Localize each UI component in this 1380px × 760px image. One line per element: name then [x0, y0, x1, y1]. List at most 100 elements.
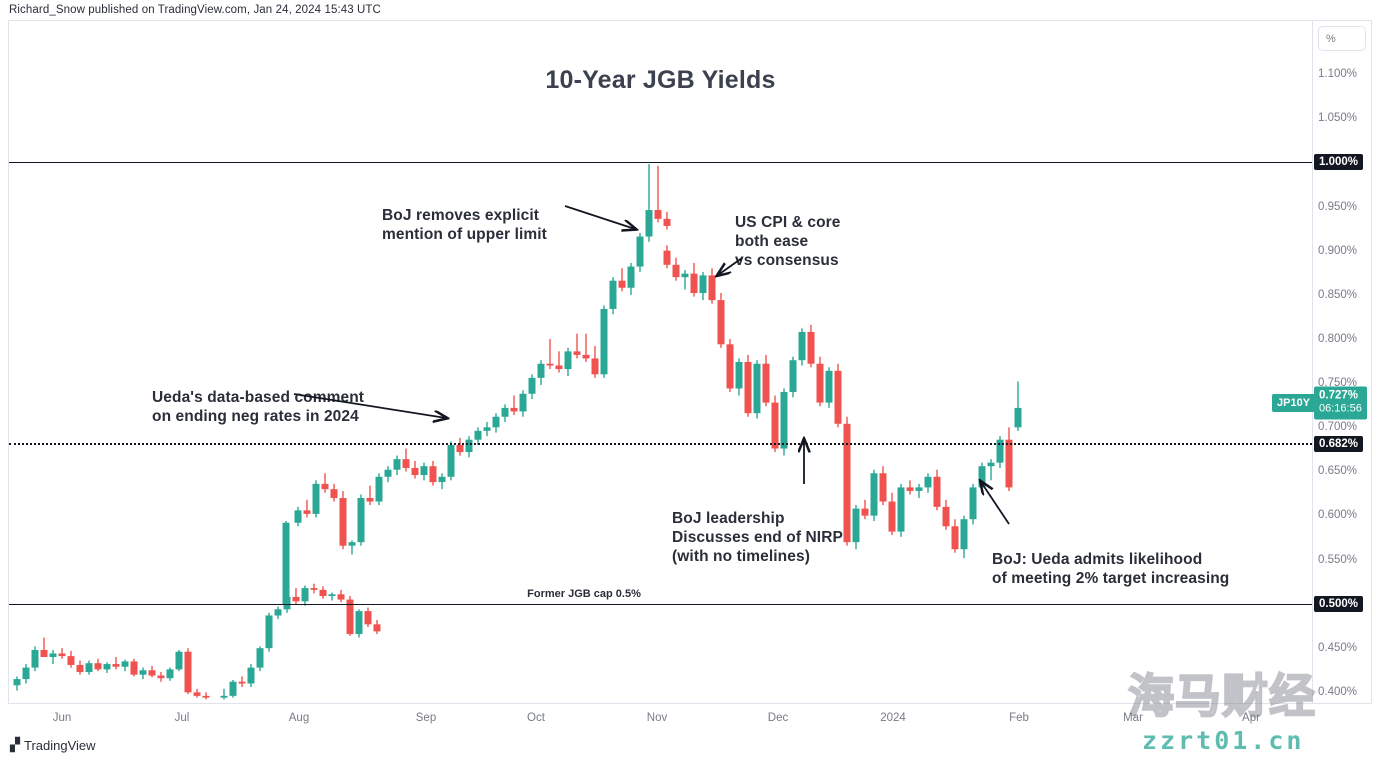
candlestick [121, 659, 129, 672]
candlestick [537, 360, 545, 385]
candlestick [996, 436, 1004, 468]
candlestick [13, 676, 21, 691]
candlestick [247, 664, 255, 688]
candlestick [726, 339, 734, 392]
time-tick-label: Dec [767, 712, 789, 724]
time-tick-label: Jun [52, 712, 72, 724]
time-tick-label: Feb [1009, 712, 1029, 724]
candlestick [294, 506, 302, 527]
candlestick [274, 606, 282, 620]
candlestick [636, 233, 644, 272]
candlestick [609, 277, 617, 315]
candlestick [346, 596, 354, 636]
candlestick [483, 422, 491, 437]
candlestick [573, 333, 581, 359]
candlestick [600, 305, 608, 378]
price-tick: 0.600% [1318, 509, 1358, 521]
time-tick-label: Sep [415, 712, 437, 724]
candlestick [843, 416, 851, 546]
price-tick: 0.550% [1318, 554, 1358, 566]
chart-annotation[interactable]: Ueda's data-based comment on ending neg … [152, 389, 365, 425]
candlestick [40, 637, 48, 657]
candlestick [861, 499, 869, 520]
candlestick [555, 351, 563, 373]
candlestick [265, 612, 273, 652]
candlestick [301, 585, 309, 606]
candlestick [492, 413, 500, 433]
candlestick [402, 448, 410, 472]
chart-annotation[interactable]: BoJ leadership Discusses end of NIRP (wi… [672, 510, 843, 565]
candlestick [879, 466, 887, 506]
last-price-badge[interactable]: 0.727% 06:16:56 [1314, 386, 1367, 420]
candlestick [735, 358, 743, 396]
candlestick [987, 459, 995, 481]
candlestick [67, 650, 75, 668]
candlestick [348, 540, 356, 555]
candlestick [94, 658, 102, 672]
candlestick [256, 646, 264, 672]
publisher-text: Richard_Snow published on TradingView.co… [9, 4, 381, 16]
candlestick [202, 692, 210, 700]
candlestick [627, 263, 635, 295]
price-tick: 0.900% [1318, 245, 1358, 257]
candlestick [420, 462, 428, 481]
candlestick [618, 268, 626, 292]
tradingview-mark-icon: ▞ [10, 737, 20, 752]
time-scale[interactable]: Jun Jul Aug Sep Oct Nov Dec 2024 Feb Mar Apr [9, 703, 1372, 735]
candlestick [906, 480, 914, 495]
candlestick [708, 268, 716, 304]
candlestick [148, 665, 156, 678]
candlestick [166, 667, 174, 681]
candlestick [282, 520, 290, 607]
time-tick-label: Oct [527, 712, 545, 724]
candlestick [373, 619, 381, 635]
chart-plot-area[interactable]: 10-Year JGB Yields Former JGB cap 0.5% U… [9, 21, 1312, 703]
chart-annotation[interactable]: BoJ removes explicit mention of upper li… [382, 207, 547, 243]
candlestick [139, 667, 147, 680]
reference-line[interactable] [9, 604, 1312, 605]
price-tick: 0.400% [1318, 686, 1358, 698]
chart-title: 10-Year JGB Yields [545, 66, 776, 94]
time-tick-label: Mar [1123, 712, 1143, 724]
candlestick [85, 660, 93, 675]
candlestick [699, 271, 707, 301]
chart-annotation[interactable]: BoJ: Ueda admits likelihood of meeting 2… [992, 551, 1230, 587]
candlestick [663, 211, 671, 230]
candlestick [780, 388, 788, 456]
candlestick [744, 354, 752, 417]
price-tick: 0.800% [1318, 333, 1358, 345]
candlestick [375, 473, 383, 506]
price-tick: 0.650% [1318, 465, 1358, 477]
candlestick [319, 586, 327, 599]
candlestick [303, 499, 311, 518]
candlestick [312, 480, 320, 518]
price-tick: 1.050% [1318, 112, 1358, 124]
candlestick [897, 483, 905, 537]
candlestick [411, 460, 419, 479]
former-cap-label: Former JGB cap 0.5% [527, 588, 641, 600]
candlestick [834, 363, 842, 428]
candlestick [825, 367, 833, 408]
chart-annotation[interactable]: US CPI & core both ease vs consensus [735, 214, 841, 269]
candlestick [130, 658, 138, 677]
candlestick [438, 473, 446, 490]
reference-line[interactable] [9, 162, 1312, 164]
price-tick: 0.682% [1314, 436, 1364, 452]
time-tick-label: Apr [1242, 712, 1260, 724]
candlestick [157, 672, 165, 682]
candlestick [357, 494, 365, 546]
candlestick [591, 346, 599, 378]
candlestick [103, 662, 111, 673]
price-tick: 1.100% [1318, 68, 1358, 80]
price-scale[interactable] [1312, 21, 1372, 703]
percent-unit-button[interactable]: % [1318, 26, 1366, 51]
candlestick [663, 245, 671, 269]
reference-line[interactable] [9, 443, 1312, 446]
candlestick [942, 499, 950, 530]
candlestick [564, 347, 572, 377]
tradingview-logo: ▞ TradingView [10, 737, 96, 753]
price-tick: 0.700% [1318, 421, 1358, 433]
candlestick [384, 466, 392, 483]
candlestick [193, 688, 201, 698]
